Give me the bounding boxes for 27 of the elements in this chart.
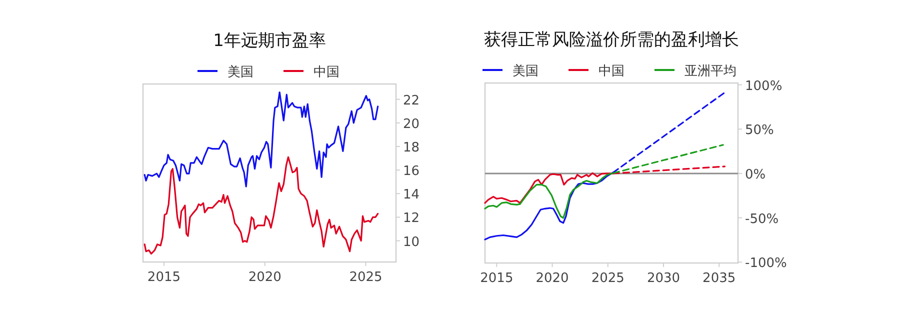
x-tick-label: 2020 xyxy=(248,270,282,285)
x-tick-label: 2015 xyxy=(147,270,181,285)
y-tick-label: -100% xyxy=(745,256,787,272)
y-tick-label: 12 xyxy=(403,211,420,226)
legend-label: 中国 xyxy=(314,65,340,80)
x-tick-label: 2035 xyxy=(702,271,736,286)
y-tick-label: -50% xyxy=(745,212,779,227)
y-tick-label: 100% xyxy=(745,78,782,94)
y-tick-label: 18 xyxy=(403,140,420,156)
y-tick-label: 16 xyxy=(403,164,420,180)
y-tick-label: 0% xyxy=(745,167,766,182)
legend-label: 美国 xyxy=(228,64,254,80)
x-tick-label: 2025 xyxy=(349,270,382,285)
x-tick-label: 2025 xyxy=(591,271,624,286)
y-tick-label: 50% xyxy=(745,123,774,138)
y-tick-label: 14 xyxy=(403,188,420,203)
chart-title: 1年远期市盈率 xyxy=(213,31,326,51)
x-tick-label: 2015 xyxy=(480,271,514,286)
y-tick-label: 22 xyxy=(403,93,420,108)
x-tick-label: 2030 xyxy=(646,271,680,286)
y-tick-label: 20 xyxy=(403,116,420,132)
y-tick-label: 10 xyxy=(403,234,420,250)
chart-title: 获得正常风险溢价所需的盈利增长 xyxy=(484,30,739,50)
legend-label: 亚洲平均 xyxy=(684,64,736,79)
legend-label: 中国 xyxy=(598,64,624,79)
x-tick-label: 2020 xyxy=(536,271,569,286)
legend-label: 美国 xyxy=(512,63,538,79)
